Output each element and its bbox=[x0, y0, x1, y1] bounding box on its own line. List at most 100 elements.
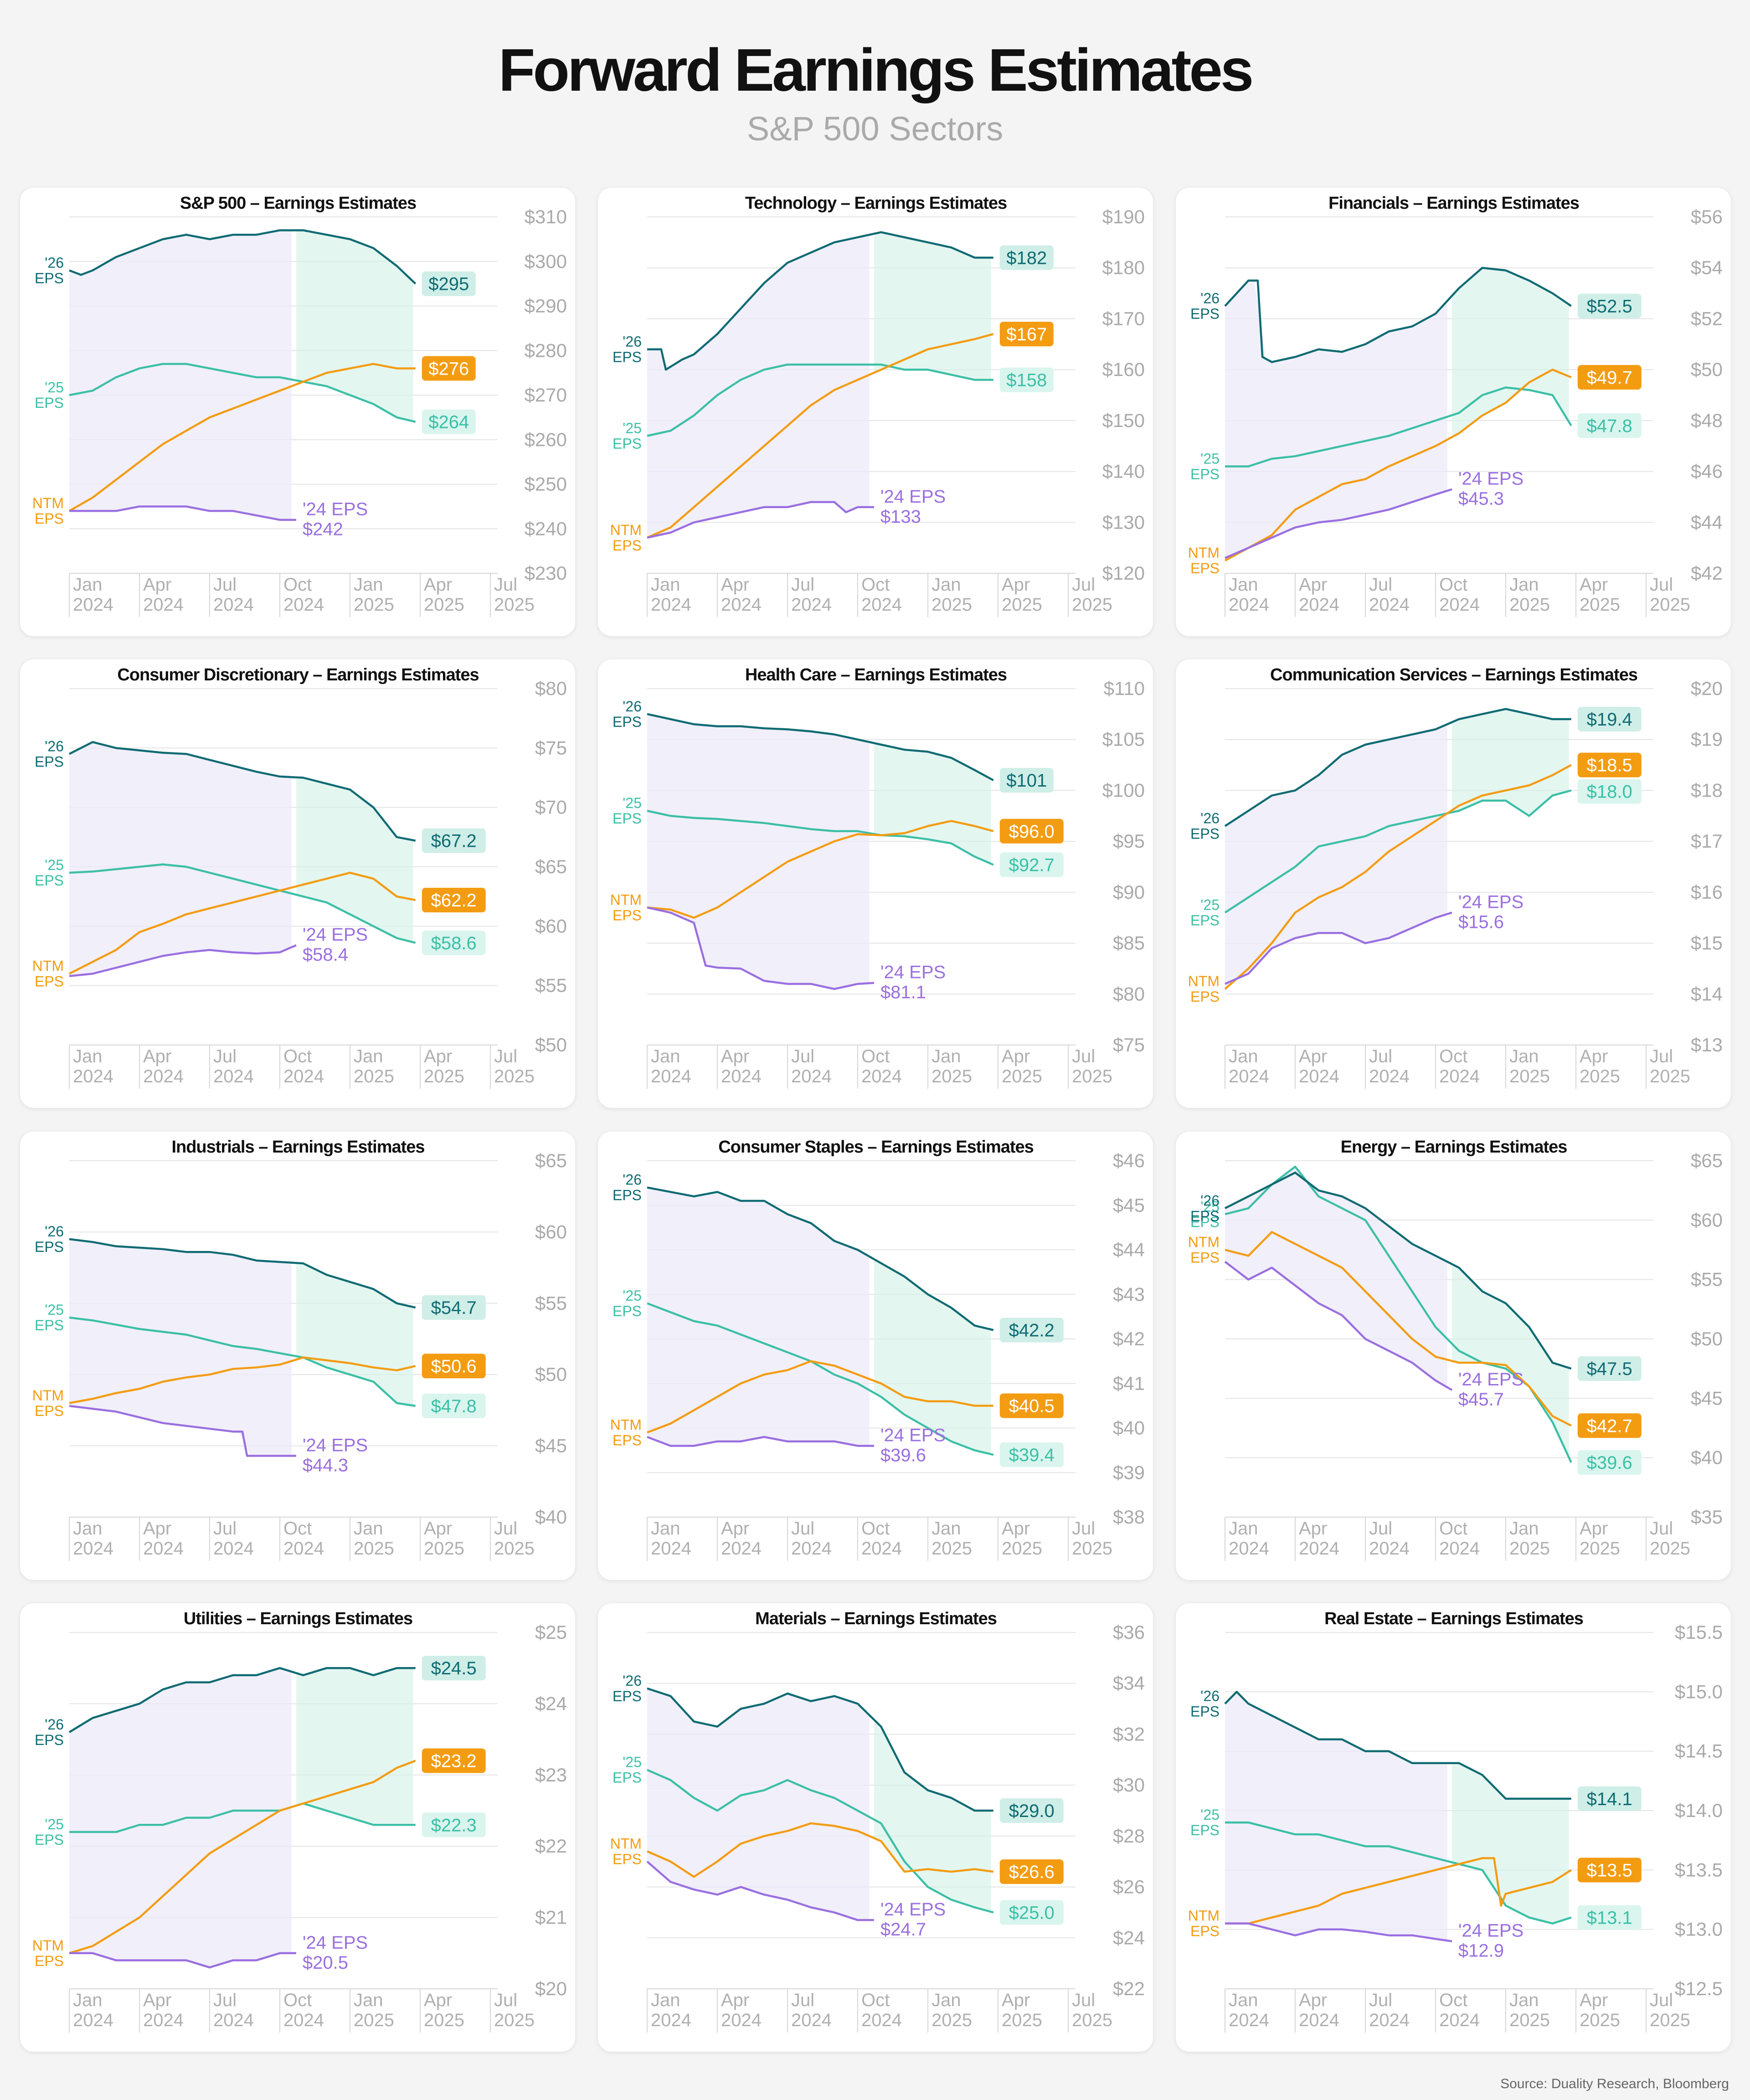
series-name-label: '25 EPS bbox=[1190, 1198, 1220, 1230]
end-value-label: $49.7 bbox=[1587, 368, 1632, 388]
y-tick-label: $250 bbox=[525, 474, 567, 495]
end-value-label: $40.5 bbox=[1009, 1396, 1055, 1416]
end-value-label: $13.1 bbox=[1587, 1908, 1632, 1928]
chart-title: Utilities – Earnings Estimates bbox=[184, 1609, 412, 1628]
x-tick-label: Jul 2025 bbox=[494, 1990, 535, 2030]
y-tick-label: $14.5 bbox=[1675, 1740, 1723, 1762]
shaded-area-2025 bbox=[874, 232, 991, 380]
end-value-label: $15.6 bbox=[1458, 912, 1504, 932]
x-tick-label: Jan 2025 bbox=[1509, 1046, 1550, 1086]
end-value-label: $182 bbox=[1006, 248, 1047, 268]
end-value-label: $22.3 bbox=[431, 1815, 477, 1835]
x-tick-label: Jan 2024 bbox=[651, 1518, 691, 1559]
shaded-area-2024 bbox=[69, 742, 292, 976]
chart-title: Financials – Earnings Estimates bbox=[1328, 194, 1579, 213]
end-value-label: $276 bbox=[428, 359, 469, 379]
y-tick-label: $20 bbox=[1691, 678, 1723, 699]
end-value-label: $18.0 bbox=[1587, 782, 1632, 802]
shaded-area-2024 bbox=[647, 714, 870, 989]
chart-panel: Energy – Earnings Estimates $65 $60 $55 $50 $… bbox=[1176, 1132, 1731, 1580]
x-tick-label: Jan 2025 bbox=[354, 575, 394, 615]
x-tick-label: Jan 2024 bbox=[651, 1990, 691, 2030]
end-value-label: $39.6 bbox=[880, 1446, 926, 1466]
y-tick-label: $50 bbox=[535, 1364, 567, 1385]
x-tick-label: Oct 2024 bbox=[283, 575, 324, 615]
shaded-area-2025 bbox=[1451, 1264, 1569, 1458]
x-tick-label: Apr 2025 bbox=[424, 1518, 464, 1559]
x-tick-label: Jan 2025 bbox=[932, 1990, 972, 2030]
series-line-ntm bbox=[1224, 368, 1572, 562]
series-line-ntm bbox=[1225, 1231, 1572, 1427]
shaded-area-2024 bbox=[69, 1668, 292, 1968]
x-tick-label: Jan 2024 bbox=[1229, 1046, 1269, 1086]
chart-panel: Communication Services – Earnings Estima… bbox=[1176, 659, 1731, 1108]
series-line-ntm bbox=[647, 1822, 994, 1878]
chart-panel: S&P 500 – Earnings Estimates $310 $300 $290… bbox=[20, 188, 575, 636]
series-line-eps26 bbox=[68, 1667, 416, 1733]
series-name-label: '24 EPS bbox=[303, 499, 368, 520]
end-value-label: $264 bbox=[428, 412, 469, 432]
y-tick-label: $105 bbox=[1102, 729, 1145, 750]
y-tick-label: $56 bbox=[1691, 206, 1723, 227]
y-tick-label: $34 bbox=[1113, 1673, 1145, 1694]
end-value-badge bbox=[1577, 779, 1642, 804]
page-title: Forward Earnings Estimates bbox=[498, 36, 1254, 103]
chart-title: Communication Services – Earnings Estima… bbox=[1270, 665, 1637, 685]
end-value-label: $26.6 bbox=[1009, 1862, 1055, 1882]
series-name-label: NTM EPS bbox=[610, 522, 642, 554]
end-value-badge bbox=[999, 245, 1054, 270]
chart-svg: Utilities – Earnings Estimates $25 $24 $23 $… bbox=[32, 1609, 567, 2033]
y-tick-label: $60 bbox=[535, 1221, 567, 1242]
end-value-badge bbox=[999, 367, 1054, 392]
end-value-label: $18.5 bbox=[1587, 756, 1632, 776]
chart-panel: Consumer Staples – Earnings Estimates $46… bbox=[598, 1132, 1153, 1580]
x-tick-label: Apr 2025 bbox=[424, 1046, 464, 1086]
x-tick-label: Apr 2024 bbox=[1299, 1990, 1339, 2030]
end-value-badge bbox=[999, 768, 1054, 793]
y-tick-label: $65 bbox=[1691, 1150, 1723, 1171]
y-tick-label: $13.5 bbox=[1675, 1859, 1723, 1880]
x-tick-label: Jul 2024 bbox=[213, 1990, 254, 2030]
x-tick-label: Apr 2025 bbox=[424, 575, 464, 615]
y-tick-label: $21 bbox=[535, 1907, 567, 1928]
y-tick-label: $290 bbox=[525, 295, 567, 317]
y-tick-label: $85 bbox=[1113, 932, 1145, 954]
y-tick-label: $35 bbox=[1691, 1506, 1723, 1528]
y-tick-label: $40 bbox=[535, 1506, 567, 1528]
chart-svg: Real Estate – Earnings Estimates $15.5 $15… bbox=[1188, 1609, 1723, 2033]
series-line-eps26 bbox=[68, 741, 416, 842]
y-tick-label: $44 bbox=[1113, 1239, 1145, 1261]
x-tick-label: Apr 2024 bbox=[143, 575, 184, 615]
x-tick-label: Apr 2025 bbox=[1002, 1990, 1042, 2030]
end-value-label: $167 bbox=[1006, 324, 1047, 345]
x-tick-label: Jan 2024 bbox=[73, 575, 113, 615]
series-name-label: '25 EPS bbox=[1190, 897, 1220, 929]
y-tick-label: $15.0 bbox=[1675, 1681, 1723, 1702]
y-tick-label: $15.5 bbox=[1675, 1621, 1723, 1643]
shaded-area-2025 bbox=[1451, 1763, 1569, 1923]
end-value-badge bbox=[1577, 707, 1642, 732]
end-value-badge bbox=[1577, 1905, 1642, 1930]
y-tick-label: $50 bbox=[1691, 359, 1723, 380]
source-note: Source: Duality Research, Bloomberg bbox=[1500, 2076, 1729, 2091]
series-name-label: NTM EPS bbox=[610, 1835, 642, 1867]
end-value-label: $67.2 bbox=[431, 831, 477, 851]
chart-svg: Energy – Earnings Estimates $65 $60 $55 $50 $… bbox=[1188, 1138, 1723, 1561]
end-value-badge bbox=[422, 1295, 486, 1320]
series-line-eps26 bbox=[647, 231, 993, 371]
end-value-badge bbox=[422, 409, 476, 434]
series-name-label: '24 EPS bbox=[880, 487, 946, 507]
chart-panel: Health Care – Earnings Estimates $110 $105… bbox=[598, 659, 1153, 1108]
series-line-eps24 bbox=[1225, 911, 1452, 985]
x-tick-label: Jul 2024 bbox=[1369, 1046, 1410, 1086]
y-tick-label: $17 bbox=[1691, 830, 1723, 852]
series-name-label: '26 EPS bbox=[612, 1673, 642, 1704]
series-line-eps24 bbox=[646, 1861, 874, 1921]
y-tick-label: $46 bbox=[1113, 1150, 1145, 1171]
series-line-ntm bbox=[1225, 1857, 1572, 1925]
y-tick-label: $25 bbox=[535, 1621, 567, 1643]
chart-svg: S&P 500 – Earnings Estimates $310 $300 $290… bbox=[32, 194, 567, 617]
x-tick-label: Jul 2024 bbox=[791, 1990, 832, 2030]
end-value-badge bbox=[1577, 293, 1642, 319]
series-name-label: '26 EPS bbox=[35, 254, 64, 286]
